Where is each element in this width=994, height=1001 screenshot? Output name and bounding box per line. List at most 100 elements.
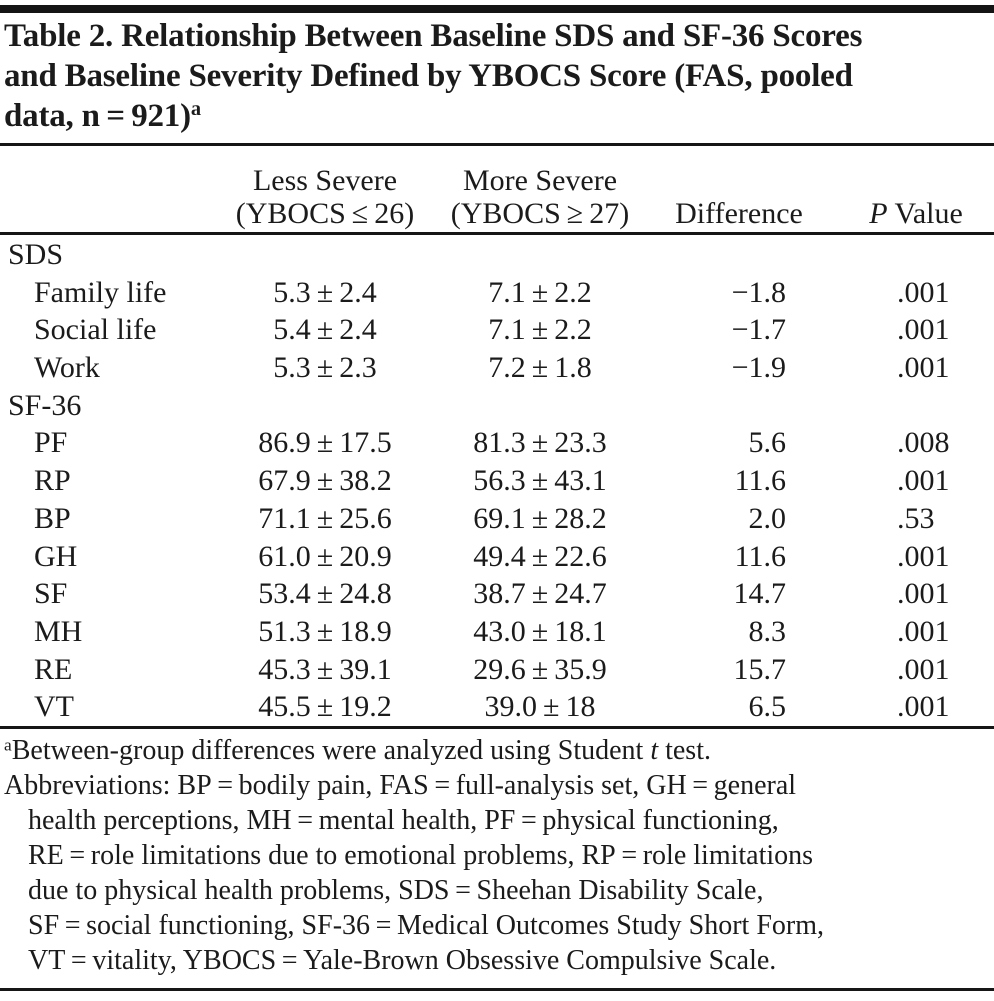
row-label: GH (34, 539, 78, 573)
table-row-work: Work 5.3 ± 2.3 7.2 ± 1.8 −1.9 .001 (0, 349, 994, 387)
table-title-footnote-marker: a (190, 97, 201, 120)
p-value: .001 (897, 614, 950, 648)
more-severe-value: 29.6 ± 35.9 (473, 652, 607, 686)
table-row-gh: GH 61.0 ± 20.9 49.4 ± 22.6 11.6 .001 (0, 538, 994, 576)
row-label: Social life (34, 313, 157, 347)
top-rule-bar (0, 5, 994, 13)
table-row-re: RE 45.3 ± 39.1 29.6 ± 35.9 15.7 .001 (0, 651, 994, 689)
table-row-sf36-section: SF-36 (0, 387, 994, 425)
less-severe-value: 51.3 ± 18.9 (258, 614, 392, 648)
p-value: .001 (897, 652, 950, 686)
column-header-p-value: P Value (826, 197, 994, 230)
table-title-line-3: data, n = 921) (4, 98, 191, 134)
difference-value: 2.0 (748, 501, 787, 535)
less-severe-value: 5.3 ± 2.3 (273, 351, 377, 385)
footnote-a-text-end: test. (658, 735, 711, 766)
column-header-less-severe-line1: Less Severe (252, 164, 398, 197)
table-row-bp: BP 71.1 ± 25.6 69.1 ± 28.2 2.0 .53 (0, 500, 994, 538)
abbreviations-line-6: VT = vitality, YBOCS = Yale-Brown Obsess… (28, 945, 777, 976)
table-body: SDS Family life 5.3 ± 2.4 7.1 ± 2.2 −1.8… (0, 236, 994, 726)
table-row-social-life: Social life 5.4 ± 2.4 7.1 ± 2.2 −1.7 .00… (0, 311, 994, 349)
row-label: RE (34, 652, 73, 686)
row-label: SF-36 (8, 388, 82, 422)
column-header-difference: Difference (675, 197, 803, 230)
table-row-mh: MH 51.3 ± 18.9 43.0 ± 18.1 8.3 .001 (0, 613, 994, 651)
column-header-less-severe: Less Severe (YBOCS ≤ 26) (222, 164, 428, 230)
more-severe-value: 56.3 ± 43.1 (473, 464, 607, 498)
difference-value: 14.7 (733, 577, 787, 611)
abbreviations-line-3: RE = role limitations due to emotional p… (28, 840, 814, 871)
more-severe-value: 69.1 ± 28.2 (473, 501, 607, 535)
p-value: .001 (897, 351, 950, 385)
difference-value: 15.7 (733, 652, 787, 686)
table-title-line-2: and Baseline Severity Defined by YBOCS S… (4, 58, 853, 94)
more-severe-value (428, 236, 652, 274)
difference-value (652, 387, 826, 425)
p-value-italic-p: P (869, 197, 888, 230)
p-value: .001 (897, 313, 950, 347)
footnote-a-marker: a (4, 735, 12, 755)
less-severe-value: 67.9 ± 38.2 (258, 464, 392, 498)
abbreviations-line-4: due to physical health problems, SDS = S… (28, 875, 764, 906)
row-label: SDS (8, 238, 64, 271)
p-value: .001 (897, 539, 950, 573)
abbreviations-line-5: SF = social functioning, SF-36 = Medical… (28, 910, 824, 941)
p-value: .001 (897, 464, 950, 498)
table-row-sds-section: SDS (0, 236, 994, 274)
table-row-sf: SF 53.4 ± 24.8 38.7 ± 24.7 14.7 .001 (0, 575, 994, 613)
less-severe-value: 5.4 ± 2.4 (273, 313, 377, 347)
less-severe-value: 5.3 ± 2.4 (273, 275, 377, 309)
more-severe-value: 38.7 ± 24.7 (473, 577, 607, 611)
difference-value: 6.5 (748, 690, 787, 724)
bottom-rule (0, 988, 994, 991)
difference-value: 5.6 (748, 426, 787, 460)
p-value: .001 (897, 275, 950, 309)
row-label: Family life (34, 275, 167, 309)
abbreviations-line-2: health perceptions, MH = mental health, … (28, 805, 779, 836)
row-label: BP (34, 501, 71, 535)
difference-value (652, 236, 826, 274)
p-value: .001 (897, 690, 950, 724)
table-title: Table 2. Relationship Between Baseline S… (4, 16, 992, 136)
column-header-more-severe-line2: (YBOCS ≥ 27) (450, 197, 630, 230)
less-severe-value: 45.3 ± 39.1 (258, 652, 392, 686)
more-severe-value: 7.1 ± 2.2 (488, 275, 592, 309)
column-header-more-severe: More Severe (YBOCS ≥ 27) (428, 164, 652, 230)
more-severe-value: 49.4 ± 22.6 (473, 539, 607, 573)
p-value (826, 387, 994, 425)
difference-value: 11.6 (734, 539, 786, 573)
more-severe-value: 39.0 ± 18 (484, 690, 596, 724)
p-value-rest: Value (887, 197, 963, 230)
difference-value: 8.3 (748, 614, 787, 648)
difference-value: −1.8 (731, 275, 786, 309)
table-title-line-1: Table 2. Relationship Between Baseline S… (4, 18, 863, 54)
row-label: VT (34, 690, 74, 724)
less-severe-value (222, 236, 428, 274)
difference-value: −1.9 (731, 351, 786, 385)
table-row-vt: VT 45.5 ± 19.2 39.0 ± 18 6.5 .001 (0, 688, 994, 726)
table-footnotes: aBetween-group differences were analyzed… (4, 733, 992, 978)
p-value (826, 236, 994, 274)
less-severe-value: 86.9 ± 17.5 (258, 426, 392, 460)
column-header-less-severe-line2: (YBOCS ≤ 26) (235, 197, 415, 230)
column-header-more-severe-line1: More Severe (462, 164, 618, 197)
p-value: .008 (897, 426, 950, 460)
footnote-a: aBetween-group differences were analyzed… (4, 733, 992, 768)
more-severe-value: 81.3 ± 23.3 (473, 426, 607, 460)
rule-under-body (0, 726, 994, 729)
less-severe-value: 71.1 ± 25.6 (258, 501, 392, 535)
rule-under-header (0, 232, 994, 235)
p-value: .001 (897, 577, 950, 611)
column-header-row: Less Severe (YBOCS ≤ 26) More Severe (YB… (0, 150, 994, 231)
footnote-a-text: Between-group differences were analyzed … (11, 735, 651, 766)
difference-value: −1.7 (731, 313, 786, 347)
row-label: SF (34, 577, 68, 611)
more-severe-value: 43.0 ± 18.1 (473, 614, 607, 648)
less-severe-value: 61.0 ± 20.9 (258, 539, 392, 573)
less-severe-value: 53.4 ± 24.8 (258, 577, 392, 611)
row-label: MH (34, 614, 83, 648)
table-row-family-life: Family life 5.3 ± 2.4 7.1 ± 2.2 −1.8 .00… (0, 274, 994, 312)
less-severe-value: 45.5 ± 19.2 (258, 690, 392, 724)
p-value: .53 (897, 501, 935, 535)
